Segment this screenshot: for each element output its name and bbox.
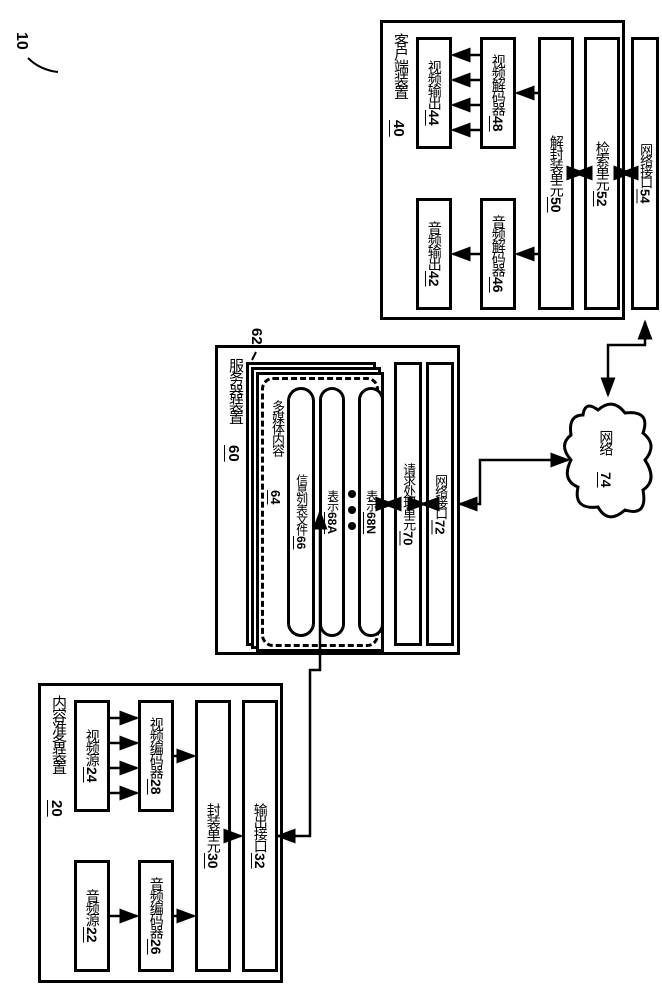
group-num: 62 [248, 328, 265, 345]
audio-encoder: 音频编码器 26 [138, 860, 174, 972]
encap-num: 30 [205, 853, 221, 869]
audio-encoder-label: 音频编码器 [148, 877, 163, 937]
req-proc-label: 请求处理单元 [401, 463, 415, 529]
decap-num: 50 [548, 197, 564, 213]
rep-n-label: 表示 [364, 490, 377, 510]
video-encoder-num: 28 [148, 779, 164, 795]
out-if-num: 32 [252, 853, 268, 869]
client-num: 40 [390, 120, 407, 137]
srv-netif-num: 72 [433, 520, 448, 534]
retrieve-label: 检索单元 [594, 141, 609, 189]
representation-a: 表示 68A [319, 387, 345, 637]
ellipsis-dots [348, 490, 356, 530]
figure-label: 10 [12, 32, 30, 50]
retrieve-num: 52 [594, 191, 610, 207]
audio-dec-label: 音频解码器 [490, 215, 505, 275]
audio-dec-num: 46 [490, 277, 506, 293]
network-num: 74 [598, 472, 614, 488]
out-if-label: 输出接口 [252, 803, 267, 851]
network-cloud: 网络 74 [563, 395, 653, 525]
server-title: 服务器装置 [225, 358, 246, 423]
req-proc-num: 70 [401, 531, 416, 545]
video-dec-label: 视频解码器 [490, 54, 505, 114]
mm-content-num: 64 [268, 490, 283, 504]
audio-source-num: 22 [84, 927, 100, 943]
video-source-label: 视频源 [84, 729, 99, 765]
server-num: 60 [225, 445, 242, 462]
request-processing-unit: 请求处理单元 70 [394, 362, 422, 646]
content-prep-num: 20 [48, 800, 65, 817]
video-source-num: 24 [84, 767, 100, 783]
video-out-num: 44 [426, 110, 442, 126]
audio-encoder-num: 26 [148, 939, 164, 955]
decapsulation-unit: 解封装单元 50 [538, 37, 574, 310]
rep-a-label: 表示 [325, 490, 338, 510]
fig-num: 10 [13, 32, 30, 50]
info-list-num: 66 [294, 536, 308, 549]
audio-out-num: 42 [426, 271, 442, 287]
client-network-interface: 网络接口 54 [631, 37, 659, 310]
encapsulation-unit: 封装单元 30 [195, 700, 231, 972]
rep-n-num: 68N [364, 512, 378, 534]
info-list-label: 信息列表文件 [294, 474, 307, 534]
audio-decoder: 音频解码器 46 [480, 198, 516, 310]
network-label: 网络 [598, 430, 613, 454]
output-interface: 输出接口 32 [242, 700, 278, 972]
retrieval-unit: 检索单元 52 [584, 37, 620, 310]
decap-label: 解封装单元 [548, 135, 563, 195]
info-list-file: 信息列表文件 66 [287, 387, 315, 637]
video-encoder: 视频编码器 28 [138, 700, 174, 812]
cli-netif-label: 网络接口 [638, 143, 652, 187]
video-out-label: 视频输出 [426, 60, 441, 108]
video-source: 视频源 24 [74, 700, 110, 812]
representation-n: 表示 68N [358, 387, 384, 637]
video-encoder-label: 视频编码器 [148, 717, 163, 777]
audio-out-label: 音频输出 [426, 221, 441, 269]
rep-a-num: 68A [325, 512, 339, 534]
audio-source: 音频源 22 [74, 860, 110, 972]
server-network-interface: 网络接口 72 [426, 362, 454, 646]
mm-content-label: 多媒体内容 [268, 400, 287, 455]
client-title: 客户端装置 [390, 33, 411, 98]
video-output: 视频输出 44 [416, 37, 452, 149]
video-dec-num: 48 [490, 116, 506, 132]
audio-source-label: 音频源 [84, 889, 99, 925]
content-prep-title: 内容准备装置 [48, 695, 69, 773]
srv-netif-label: 网络接口 [433, 474, 447, 518]
video-decoder: 视频解码器 48 [480, 37, 516, 149]
audio-output: 音频输出 42 [416, 198, 452, 310]
encap-label: 封装单元 [205, 803, 220, 851]
cli-netif-num: 54 [638, 189, 653, 203]
